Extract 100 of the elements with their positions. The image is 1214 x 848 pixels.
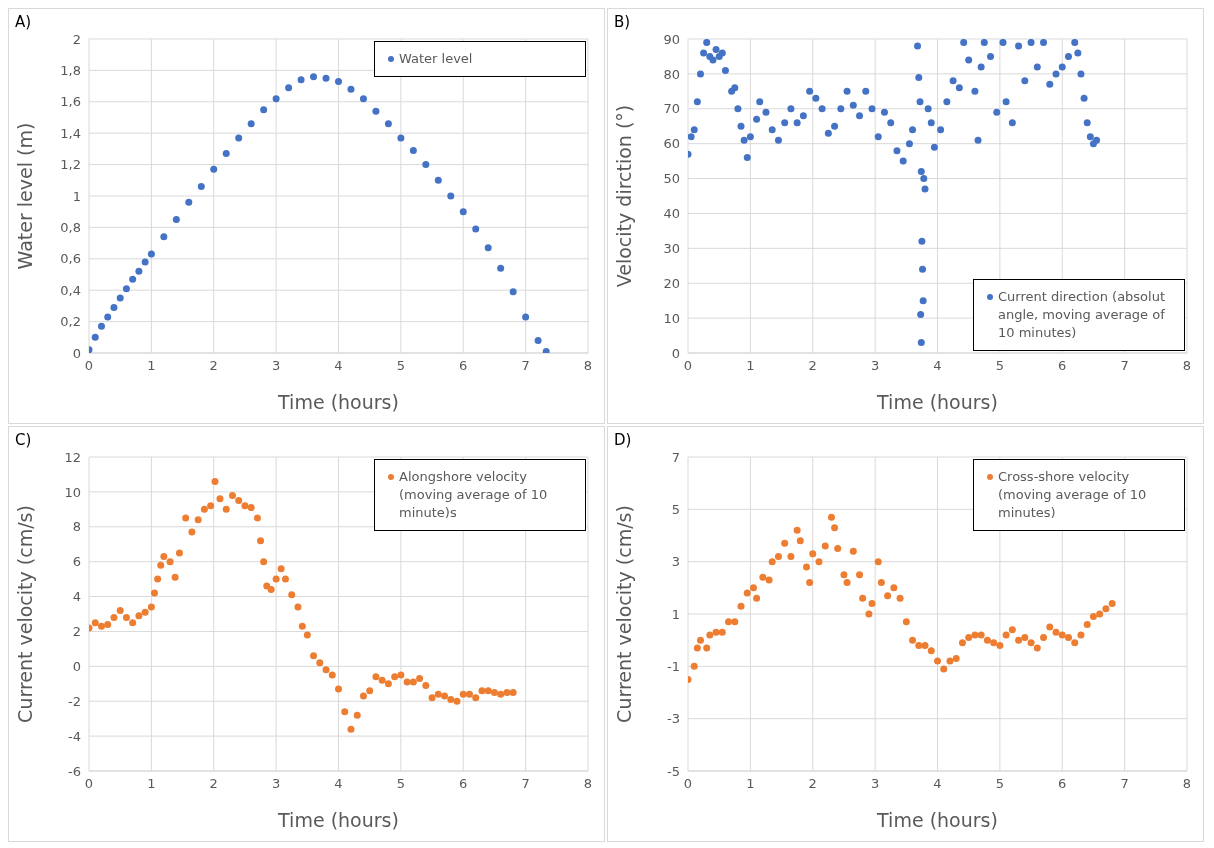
point <box>447 192 455 200</box>
point <box>97 322 105 330</box>
y-tick-label: 1,2 <box>60 157 81 173</box>
x-tick-label: 8 <box>1182 358 1192 374</box>
point <box>497 264 505 272</box>
chart-title: A) <box>15 13 32 31</box>
y-tick-label: 70 <box>663 101 680 117</box>
point <box>260 106 268 114</box>
y-tick-label: 3 <box>671 554 680 570</box>
y-tick-label: 6 <box>72 554 81 570</box>
x-tick-label: 7 <box>1120 358 1129 374</box>
x-tick-label: 1 <box>746 358 755 374</box>
point <box>185 198 193 206</box>
x-axis-title: Time (hours) <box>277 809 399 831</box>
point <box>235 134 243 142</box>
x-tick-label: 5 <box>396 358 406 374</box>
x-tick-label: 5 <box>396 776 406 792</box>
x-tick-label: 3 <box>870 358 880 374</box>
y-tick-label: 1,6 <box>60 94 81 110</box>
x-tick-label: 4 <box>334 776 343 792</box>
point <box>335 77 342 85</box>
y-axis-title: Velocity dirction (°) <box>612 104 635 288</box>
point <box>297 76 305 84</box>
x-tick-label: 2 <box>808 776 817 792</box>
point <box>160 233 168 241</box>
point <box>347 85 355 93</box>
y-tick-label: 12 <box>64 449 81 465</box>
y-tick-label: 10 <box>64 484 81 500</box>
x-tick-label: 7 <box>1120 776 1129 792</box>
y-tick-label: 30 <box>663 240 680 256</box>
x-tick-label: 0 <box>84 358 94 374</box>
point <box>222 150 230 158</box>
point <box>122 285 130 293</box>
point <box>472 225 480 233</box>
x-tick-label: 4 <box>933 358 942 374</box>
point <box>116 294 124 302</box>
point <box>534 336 542 344</box>
x-tick-label: 6 <box>459 358 468 374</box>
y-tick-label: 40 <box>663 206 680 222</box>
x-tick-label: 3 <box>271 358 281 374</box>
legend-label: Alongshore velocity (moving average of 10 minute)s <box>399 468 549 522</box>
legend-label: Current direction (absolut angle, moving average of 10 minutes) <box>998 288 1167 342</box>
x-tick-label: 0 <box>84 776 94 792</box>
y-tick-label: 50 <box>663 171 680 187</box>
x-tick-label: 7 <box>521 776 530 792</box>
y-tick-label: -6 <box>68 763 81 779</box>
point <box>359 95 367 103</box>
point <box>484 244 492 252</box>
y-tick-label: 8 <box>72 519 81 535</box>
x-tick-label: 3 <box>870 776 880 792</box>
x-tick-label: 2 <box>209 776 218 792</box>
x-tick-label: 4 <box>933 776 942 792</box>
chart-title: D) <box>614 431 632 449</box>
x-tick-label: 6 <box>459 776 468 792</box>
point <box>509 288 517 296</box>
y-tick-label: 60 <box>663 136 680 152</box>
point <box>542 347 550 353</box>
y-axis-title: Water level (m) <box>13 122 36 270</box>
y-tick-label: 0,6 <box>60 251 81 267</box>
x-tick-label: 7 <box>521 358 530 374</box>
legend-label: Water level <box>399 50 473 68</box>
y-tick-label: 1,8 <box>60 63 81 79</box>
y-tick-label: -3 <box>667 711 680 727</box>
y-tick-label: 0 <box>671 345 680 361</box>
point <box>422 161 430 169</box>
y-tick-label: 7 <box>671 449 680 465</box>
point <box>197 183 205 191</box>
point <box>110 303 118 311</box>
point <box>129 275 137 283</box>
x-axis-title: Time (hours) <box>277 391 399 413</box>
y-tick-label: 20 <box>663 275 680 291</box>
x-tick-label: 2 <box>808 358 817 374</box>
x-tick-label: 8 <box>583 776 593 792</box>
x-tick-label: 8 <box>1182 776 1192 792</box>
point <box>310 73 318 81</box>
y-tick-label: -4 <box>68 728 81 744</box>
point <box>272 95 280 103</box>
y-tick-label: 1 <box>72 188 81 204</box>
y-tick-label: 10 <box>663 310 680 326</box>
legend-label: Cross-shore velocity (moving average of 10 minutes) <box>998 468 1148 522</box>
point <box>459 208 467 216</box>
x-tick-label: 0 <box>683 358 693 374</box>
x-tick-label: 2 <box>209 358 218 374</box>
point <box>522 313 530 321</box>
y-tick-label: 90 <box>663 31 680 47</box>
y-tick-label: 0 <box>72 345 81 361</box>
point <box>384 120 392 128</box>
point <box>247 120 255 128</box>
y-tick-label: 2 <box>72 31 81 47</box>
point <box>397 134 405 142</box>
chart-title: C) <box>15 431 32 449</box>
chart-title: B) <box>614 13 631 31</box>
x-axis-title: Time (hours) <box>876 809 998 831</box>
point <box>372 107 380 115</box>
y-axis-title: Current velocity (cm/s) <box>13 505 36 723</box>
y-tick-label: 0,8 <box>60 220 81 236</box>
point <box>147 250 155 258</box>
y-tick-label: -1 <box>667 658 680 674</box>
point <box>434 176 442 184</box>
point <box>172 216 180 224</box>
